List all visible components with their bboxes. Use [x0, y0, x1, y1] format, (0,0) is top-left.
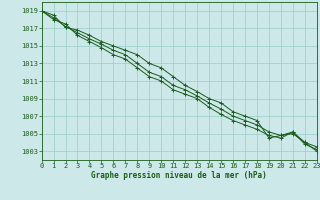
- X-axis label: Graphe pression niveau de la mer (hPa): Graphe pression niveau de la mer (hPa): [91, 171, 267, 180]
